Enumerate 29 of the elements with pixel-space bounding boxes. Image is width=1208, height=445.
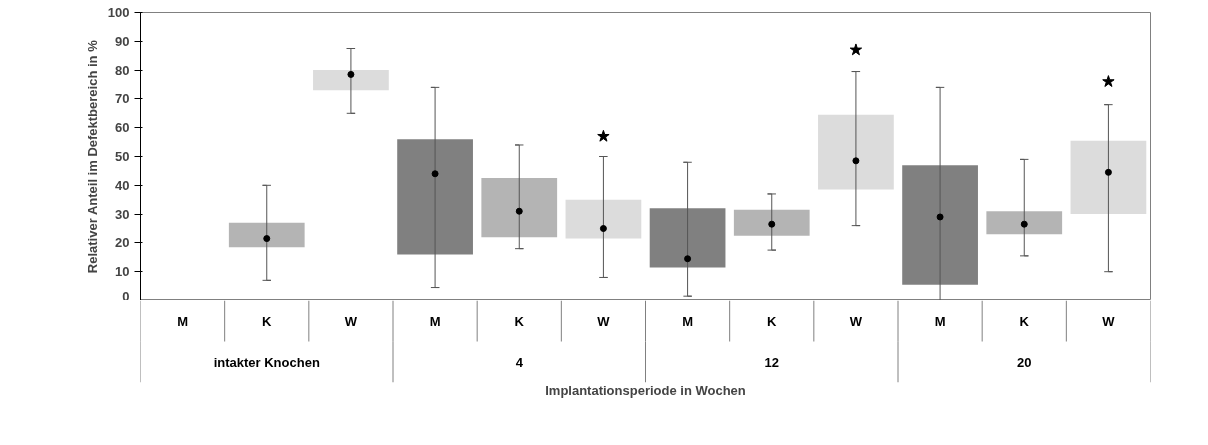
y-tick-label: 30: [115, 206, 130, 222]
x-tick-label: M: [682, 313, 694, 329]
y-tick-label: 10: [115, 264, 130, 280]
y-tick-label: 100: [107, 5, 130, 20]
y-tick-label: 80: [115, 62, 130, 78]
y-tick-label: 20: [115, 235, 130, 251]
x-tick-label: K: [514, 313, 525, 329]
y-tick-label: 60: [115, 120, 130, 136]
x-tick-label: K: [262, 313, 273, 329]
text: intakter Knochen: [213, 354, 320, 370]
y-tick-label: 70: [115, 91, 130, 107]
y-tick-label: 40: [115, 177, 130, 193]
x-tick-label: W: [344, 313, 358, 329]
y-tick-label: 90: [115, 33, 130, 49]
x-tick-label: M: [177, 313, 189, 329]
y-tick-label: 50: [115, 149, 130, 164]
y-axis-title: Relativer Anteil im Defektbereich in %: [84, 39, 100, 274]
x-tick-label: M: [934, 313, 946, 329]
x-tick-label: K: [767, 313, 778, 329]
text: 20: [1017, 354, 1032, 370]
x-tick-label: M: [429, 313, 441, 329]
text: 4: [515, 354, 524, 370]
x-tick-label: K: [1019, 313, 1030, 329]
text: 12: [764, 354, 779, 370]
y-tick-label: 0: [122, 288, 130, 304]
x-axis-title: Implantationsperiode in Wochen: [545, 382, 746, 398]
x-tick-label: W: [849, 313, 863, 329]
x-tick-label: W: [597, 313, 611, 329]
x-tick-label: W: [1102, 313, 1116, 329]
